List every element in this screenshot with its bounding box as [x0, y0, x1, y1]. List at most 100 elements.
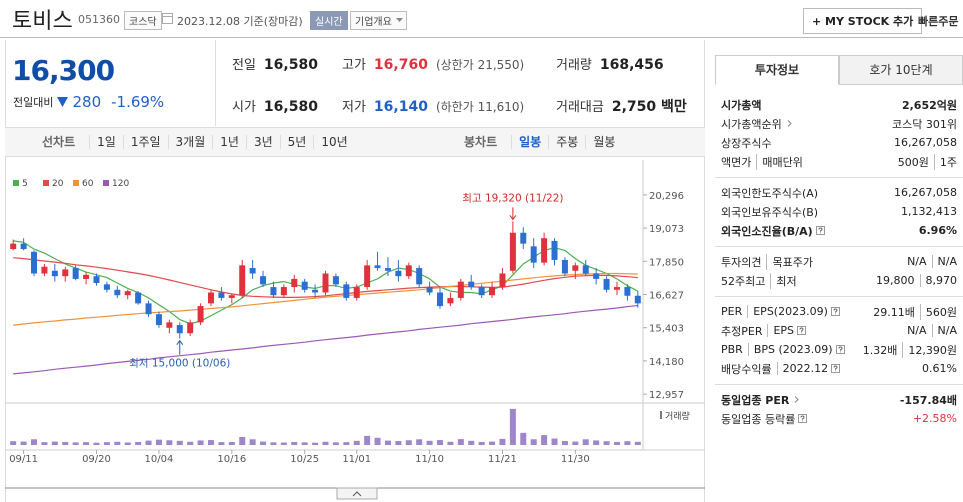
company-label[interactable]: 기업개요	[355, 17, 392, 28]
volume-bar	[416, 439, 423, 445]
help-icon[interactable]	[831, 364, 841, 373]
candle-body	[322, 273, 329, 293]
info-label: 상장주식수	[721, 136, 772, 150]
info-labels: 외국인보유주식수(B)	[721, 204, 818, 220]
candle-body	[499, 273, 506, 288]
candle-body	[249, 268, 256, 274]
icon-glyph	[838, 346, 843, 353]
volume-bar	[301, 442, 308, 445]
info-label: 52주최고	[721, 274, 766, 288]
candle-body	[218, 292, 225, 298]
candle-body	[93, 276, 100, 283]
y-tick-label: 17,850	[649, 257, 684, 268]
chart-tabs: 선차트 1일 1주일 3개월 1년 3년 5년 10년 봉차트 일봉 주봉 월봉	[5, 127, 705, 157]
info-values: 16,267,058	[894, 136, 957, 149]
collapse-button[interactable]	[336, 487, 378, 500]
period-tab[interactable]: 주봉	[548, 135, 585, 149]
help-icon[interactable]	[798, 414, 808, 423]
period-tab[interactable]: 1년	[212, 135, 246, 149]
quote-field: 시가 16,580	[232, 96, 318, 115]
volume-bar	[20, 441, 27, 445]
volume-bar	[249, 439, 256, 445]
info-values: N/A N/A	[907, 255, 957, 268]
annotation-text: 최저 15,000 (10/06)	[129, 358, 230, 370]
period-tab[interactable]: 일봉	[511, 135, 548, 149]
info-label: PBR	[721, 343, 743, 356]
period-tab[interactable]: 1주일	[122, 135, 168, 149]
field-value: 16,580	[263, 99, 318, 115]
info-label: 동일업종 등락률	[721, 412, 796, 426]
info-row: 외국인보유주식수(B) 1,132,413	[721, 202, 957, 221]
info-label: 투자의견	[721, 255, 762, 269]
side-panel: 투자정보 호가 10단계 시가총액 2,652억원 시가총액순위 코스닥 301위 상장주…	[715, 55, 963, 434]
realtime-button[interactable]: 실시간	[310, 11, 348, 30]
info-labels: 추정PER EPS	[721, 323, 807, 339]
more-icon[interactable]	[792, 395, 801, 404]
candle-body	[31, 251, 38, 274]
volume-bar	[51, 441, 58, 445]
help-icon[interactable]	[815, 226, 825, 235]
candle-body	[572, 265, 579, 271]
candle-body	[613, 287, 620, 290]
period-tab[interactable]: 3년	[245, 135, 280, 149]
candle-body	[10, 243, 17, 250]
candle-body	[374, 265, 381, 269]
volume-bar	[468, 440, 475, 445]
period-tab[interactable]: 5년	[279, 135, 314, 149]
mystock-button[interactable]: + MY STOCK 추가	[803, 8, 923, 34]
candle-body	[395, 270, 402, 277]
info-label: 외국인소진율(B/A)	[721, 224, 813, 238]
candle-body	[145, 303, 152, 315]
volume-bar	[31, 439, 38, 445]
quote-field: 고가 16,760 (상한가 21,550)	[342, 54, 524, 73]
divider	[215, 40, 216, 126]
candle-body	[530, 246, 537, 263]
more-icon[interactable]	[785, 119, 794, 128]
period-tab[interactable]: 10년	[313, 135, 354, 149]
company-dropdown[interactable]: 기업개요	[350, 11, 407, 30]
help-icon[interactable]	[830, 307, 840, 316]
field-label: 시가	[232, 100, 256, 115]
info-group: PER EPS(2023.09) 29.11배 560원 추정PER EPS N/A N/A P…	[715, 296, 963, 384]
down-triangle	[57, 97, 69, 107]
info-row: PER EPS(2023.09) 29.11배 560원	[721, 302, 957, 321]
info-row: 동일업종 PER -157.84배	[721, 390, 957, 409]
quote-field: 전일 16,580	[232, 54, 318, 73]
volume-bar	[447, 441, 454, 445]
period-tab[interactable]: 월봉	[585, 135, 622, 149]
volume-bar	[634, 441, 641, 445]
period-tab[interactable]: 3개월	[167, 135, 213, 149]
volume-bar	[10, 441, 17, 445]
candle-body	[72, 268, 79, 279]
info-value: -157.84배	[899, 393, 957, 407]
candle-body	[228, 295, 235, 298]
candle-body	[135, 292, 142, 304]
volume-bar	[62, 441, 69, 445]
info-labels: PBR BPS (2023.09)	[721, 343, 845, 356]
candle-body	[176, 325, 183, 334]
quick-order[interactable]: 빠른주문	[918, 15, 959, 28]
side-tab[interactable]: 호가 10단계	[839, 55, 963, 85]
candle-body	[291, 278, 298, 288]
change-line: 전일대비 280 -1.69%	[13, 93, 164, 111]
info-value: 0.61%	[922, 362, 957, 375]
info-label: 외국인한도주식수(A)	[721, 186, 819, 200]
info-values: 29.11배 560원	[873, 303, 957, 320]
x-tick-label: 10/04	[145, 454, 174, 465]
side-tab[interactable]: 투자정보	[715, 55, 839, 85]
volume-bar	[166, 440, 173, 445]
candle-body	[270, 287, 277, 296]
info-value: N/A	[907, 255, 927, 268]
volume-bar	[322, 441, 329, 445]
info-value: N/A	[931, 255, 957, 268]
candle-body	[343, 284, 350, 298]
candle-body	[551, 240, 558, 260]
info-labels: 외국인소진율(B/A)	[721, 223, 825, 239]
help-icon[interactable]	[797, 326, 807, 335]
y-tick-label: 19,073	[649, 224, 684, 235]
period-tab[interactable]: 1일	[89, 135, 123, 149]
tab-title: 봉차트	[464, 135, 498, 149]
info-labels: 투자의견 목표주가	[721, 253, 813, 270]
quote-field: 저가 16,140 (하한가 11,610)	[342, 96, 524, 115]
help-icon[interactable]	[835, 345, 845, 354]
